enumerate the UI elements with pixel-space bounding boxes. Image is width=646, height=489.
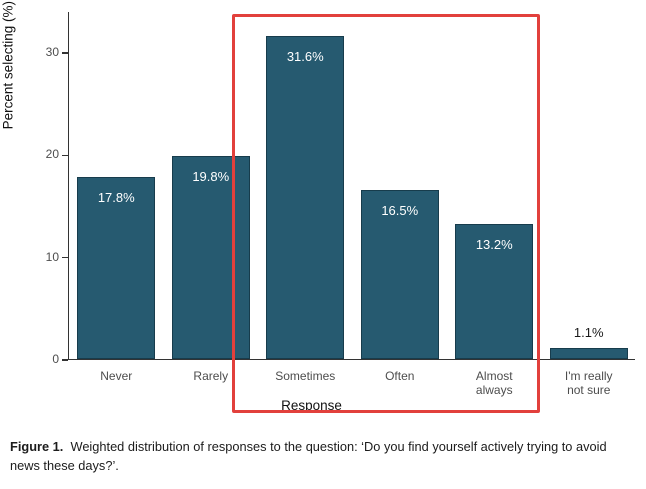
x-tick-label: I'm really not sure [564, 369, 613, 398]
bar-outline [549, 347, 628, 359]
bar-value-label: 13.2% [475, 236, 513, 252]
bar-sometimes [266, 35, 345, 359]
bar-outline [455, 223, 534, 359]
figure-caption-label: Figure 1. [10, 439, 64, 454]
bar-outline [266, 35, 345, 359]
x-tick-label: Never [100, 369, 133, 383]
bar-outline [77, 176, 156, 359]
y-tick-label: 10 [45, 249, 59, 264]
y-tick-mark [62, 52, 68, 54]
bar-value-label: 31.6% [286, 48, 324, 64]
bar-value-label: 1.1% [573, 324, 604, 340]
bar-i'm-really-not-sure [549, 347, 628, 359]
y-axis-title: Percent selecting (%) [0, 1, 16, 130]
bar-never [77, 176, 156, 359]
x-tick-label: Almost always [475, 369, 513, 398]
y-tick-mark [62, 256, 68, 259]
bar-value-label: 19.8% [192, 169, 230, 185]
figure-caption: Figure 1. Weighted distribution of respo… [10, 438, 635, 475]
x-tick-label: Rarely [193, 369, 229, 383]
y-tick-label: 20 [45, 147, 59, 162]
y-tick-label: 0 [52, 352, 59, 366]
y-tick-mark [62, 154, 68, 157]
figure-caption-text: Weighted distribution of responses to th… [10, 439, 607, 473]
x-axis-title: Response [281, 398, 342, 413]
bar-outline [360, 190, 439, 359]
x-tick-label: Sometimes [275, 369, 336, 383]
bar-often [360, 190, 439, 359]
bar-almost-always [455, 223, 534, 359]
bar-outline [171, 156, 250, 359]
y-tick-label: 30 [45, 44, 59, 59]
x-tick-label: Often [385, 369, 415, 383]
y-tick-mark [62, 359, 68, 361]
bar-value-label: 17.8% [97, 189, 135, 205]
bar-chart-plot-area: 0 10 20 30 17.8% Never 19.8% Rarely 31.6% Sometim… [46, 12, 635, 397]
bar-rarely [171, 156, 250, 359]
bar-value-label: 16.5% [381, 203, 419, 219]
